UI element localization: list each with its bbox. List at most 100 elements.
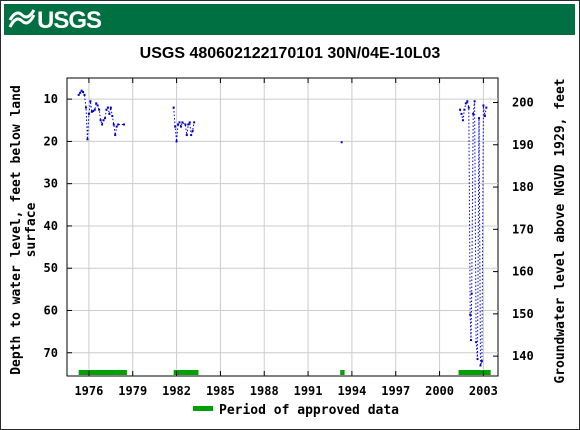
data-point: [117, 123, 120, 126]
data-point: [459, 108, 462, 111]
data-point: [82, 90, 85, 93]
data-point: [193, 121, 196, 124]
series-line: [78, 89, 124, 140]
usgs-logo-icon: [8, 9, 36, 28]
data-point: [187, 123, 190, 126]
data-point: [109, 106, 112, 109]
left-axis-label-line1: Depth to water level, feet below land: [9, 85, 24, 375]
plot-area: [66, 77, 499, 377]
data-point: [105, 108, 108, 111]
approved-period-bar: [340, 370, 345, 375]
data-point: [80, 89, 83, 92]
data-point: [469, 313, 472, 316]
left-tick-label: 50: [44, 261, 58, 275]
data-point: [178, 121, 181, 124]
legend-swatch: [193, 406, 213, 411]
data-point: [470, 292, 473, 295]
data-point: [106, 106, 109, 109]
data-point: [177, 123, 180, 126]
data-point: [111, 115, 114, 118]
left-tick-label: 20: [44, 134, 58, 148]
left-axis-ticks: 10 20 30 40 50 60 70: [44, 92, 72, 360]
right-tick-label: 140: [512, 349, 534, 363]
legend-label: Period of approved data: [219, 403, 399, 418]
data-point: [473, 100, 476, 103]
data-point: [472, 112, 475, 115]
right-tick-label: 180: [512, 180, 534, 194]
left-tick-label: 30: [44, 177, 58, 191]
x-tick-label: 1997: [381, 384, 410, 398]
data-point: [464, 102, 467, 105]
data-point: [103, 117, 106, 120]
water-level-series: [77, 89, 488, 367]
data-point: [467, 106, 470, 109]
data-point: [98, 108, 101, 111]
usgs-logo-text: USGS: [37, 7, 102, 34]
data-point: [191, 129, 194, 132]
x-tick-label: 1985: [206, 384, 235, 398]
chart-title: USGS 480602122170101 30N/04E-10L03: [140, 45, 441, 62]
right-axis-ticks: 140 150 160 170 180 190 200: [493, 96, 534, 363]
data-point: [108, 112, 111, 115]
left-tick-label: 60: [44, 303, 58, 317]
left-tick-label: 10: [44, 92, 58, 106]
grid-lines: [67, 78, 498, 376]
data-point: [479, 364, 482, 367]
data-point: [466, 100, 469, 103]
data-point: [475, 341, 478, 344]
data-point: [469, 339, 472, 342]
data-point: [95, 102, 98, 105]
data-point: [174, 125, 177, 128]
data-point: [93, 108, 96, 111]
data-point: [102, 119, 105, 122]
x-tick-label: 1979: [118, 384, 147, 398]
data-point: [179, 125, 182, 128]
data-point: [188, 121, 191, 124]
data-point: [112, 123, 115, 126]
right-tick-label: 160: [512, 265, 534, 279]
x-tick-label: 1976: [74, 384, 103, 398]
x-tick-label: 1988: [250, 384, 279, 398]
data-point: [482, 104, 485, 107]
data-point: [84, 106, 87, 109]
data-point: [181, 121, 184, 124]
data-point: [89, 100, 92, 103]
right-tick-label: 170: [512, 222, 534, 236]
usgs-banner: USGS: [4, 4, 575, 35]
data-point: [114, 134, 117, 137]
data-point: [87, 112, 90, 115]
approved-period-bar: [173, 370, 199, 375]
right-tick-label: 190: [512, 138, 534, 152]
data-point: [175, 140, 178, 143]
data-point: [185, 134, 188, 137]
data-point: [184, 123, 187, 126]
data-point: [99, 119, 102, 122]
data-point: [101, 123, 104, 126]
approved-period-bar: [78, 370, 127, 375]
data-point: [79, 91, 82, 94]
data-point: [190, 134, 193, 137]
x-tick-label: 1991: [294, 384, 323, 398]
series-line: [173, 107, 195, 142]
data-point: [122, 123, 125, 126]
data-point: [478, 117, 481, 120]
approved-period-bars: [78, 370, 491, 375]
approved-period-bar: [458, 370, 491, 375]
x-axis-ticks: 1976 1979 1982 1985 1988 1991 1994 1997 2000 2003: [74, 78, 498, 398]
right-tick-label: 150: [512, 307, 534, 321]
left-axis-label-line2: surface: [24, 202, 39, 257]
data-point: [77, 93, 80, 96]
x-tick-label: 2003: [469, 384, 498, 398]
x-tick-label: 1994: [337, 384, 366, 398]
x-tick-label: 1982: [162, 384, 191, 398]
data-point: [476, 358, 479, 361]
data-point: [480, 360, 483, 363]
data-point: [83, 93, 86, 96]
right-axis-label: Groundwater level above NGVD 1929, feet: [553, 78, 568, 383]
data-point: [460, 112, 463, 115]
data-point: [172, 106, 175, 109]
data-point: [340, 141, 343, 144]
left-tick-label: 70: [44, 346, 58, 360]
data-point: [115, 125, 118, 128]
